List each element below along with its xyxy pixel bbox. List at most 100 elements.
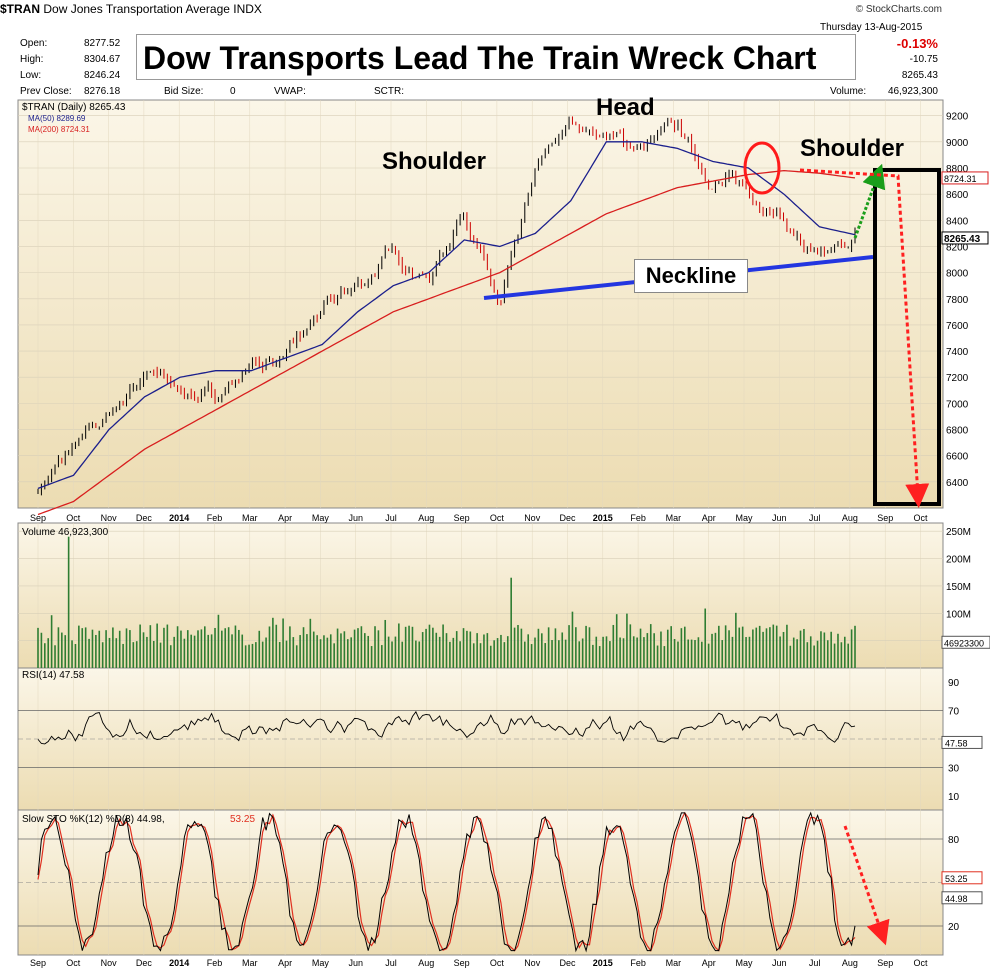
sto-y-tick: 80 [948, 835, 960, 846]
price-y-tick: 7000 [946, 399, 969, 410]
volume-bar [609, 641, 611, 668]
volume-legend: Volume 46,923,300 [22, 527, 109, 538]
volume-bar [656, 645, 659, 668]
vwap-label: VWAP: [274, 86, 306, 97]
sto-tag-k: 44.98 [945, 894, 968, 904]
price-x-tick: Mar [666, 513, 682, 523]
low-value: 8246.24 [84, 70, 121, 81]
highlight-circle [743, 141, 781, 195]
volume-bar [493, 640, 495, 668]
volume-bar [612, 624, 615, 668]
volume-bar [472, 643, 475, 668]
volume-bar [476, 633, 478, 668]
volume-bar [336, 628, 339, 668]
price-x-tick: 2014 [169, 513, 189, 523]
volume-y-tick: 250M [946, 527, 971, 538]
volume-bar [803, 628, 805, 668]
volume-bar [238, 629, 240, 668]
volume-bar [326, 637, 329, 668]
price-legend-ma200: MA(200) 8724.31 [28, 125, 90, 134]
volume-bar [455, 631, 458, 668]
volume-bar [207, 634, 210, 668]
volume-bar [670, 626, 672, 668]
volume-bar [231, 634, 233, 668]
volume-tag: 46923300 [944, 638, 984, 648]
volume-bar [823, 632, 826, 668]
volume-bar [129, 630, 131, 668]
open-label: Open: [20, 38, 48, 49]
volume-bar [118, 630, 121, 668]
volume-bar [837, 633, 839, 668]
volume-bar [210, 634, 213, 668]
volume-bar [156, 623, 158, 668]
volume-bar [445, 633, 448, 668]
volume-bar [711, 633, 713, 668]
sto-x-tick: Jun [348, 958, 363, 968]
price-x-tick: Sep [877, 513, 893, 523]
volume-bar [673, 639, 676, 668]
volume-bar [469, 631, 472, 668]
volume-bar [592, 644, 594, 668]
high-label: High: [20, 54, 44, 65]
volume-bar [149, 625, 152, 668]
sto-x-tick: May [312, 958, 330, 968]
price-value-tag: 8724.31 [944, 174, 977, 184]
symbol: $TRAN [0, 2, 41, 16]
volume-bar [854, 625, 856, 668]
volume-bar [626, 613, 628, 668]
price-x-tick: Mar [242, 513, 258, 523]
volume-bar [809, 636, 812, 668]
volume-bar [40, 632, 43, 668]
volume-bar [639, 628, 642, 668]
volume-bar [547, 627, 550, 668]
volume-y-tick: 150M [946, 582, 971, 593]
volume-bar [404, 626, 407, 668]
sto-x-tick: Oct [66, 958, 81, 968]
volume-bar [50, 615, 53, 668]
sto-x-tick: Jul [385, 958, 397, 968]
price-y-tick: 8000 [946, 269, 969, 280]
sto-x-tick: May [735, 958, 753, 968]
volume-bar [660, 631, 662, 668]
volume-bar [299, 635, 301, 668]
volume-bar [663, 646, 666, 668]
sto-tag-box-k [941, 891, 983, 905]
volume-bar [520, 628, 523, 668]
volume-bar [343, 631, 346, 668]
sto-x-tick: Dec [136, 958, 153, 968]
sctr-label: SCTR: [374, 86, 404, 97]
sto-tag-d: 53.25 [945, 874, 968, 884]
volume-bar [833, 643, 836, 668]
sto-x-tick: Sep [877, 958, 893, 968]
volume-bar [101, 642, 104, 668]
volume-bar [704, 608, 707, 668]
volume-bar [258, 630, 261, 668]
volume-bar [44, 643, 46, 668]
chart-title: Dow Transports Lead The Train Wreck Char… [136, 34, 856, 80]
volume-bar [214, 627, 216, 668]
volume-bar [690, 639, 693, 668]
volume-bar [319, 639, 322, 668]
volume-bar [370, 646, 373, 668]
volume-bar [792, 637, 795, 668]
volume-bar [98, 630, 101, 668]
low-label: Low: [20, 70, 42, 81]
volume-bar [95, 634, 97, 668]
volume-bar [428, 624, 431, 668]
volume-bar [255, 642, 257, 668]
price-x-tick: 2015 [593, 513, 613, 523]
price-y-tick: 7200 [946, 373, 969, 384]
price-y-tick: 9000 [946, 138, 969, 149]
volume-bar [248, 644, 250, 668]
sto-x-tick: Oct [490, 958, 505, 968]
last-price: 8265.43 [901, 70, 938, 81]
volume-bar [813, 645, 815, 668]
volume-bar [479, 643, 482, 668]
volume-bar [217, 614, 220, 668]
volume-bar [105, 630, 107, 668]
volume-bar [221, 630, 223, 668]
volume-bar [251, 643, 254, 668]
price-x-tick: Jun [772, 513, 787, 523]
volume-bar [534, 637, 536, 668]
